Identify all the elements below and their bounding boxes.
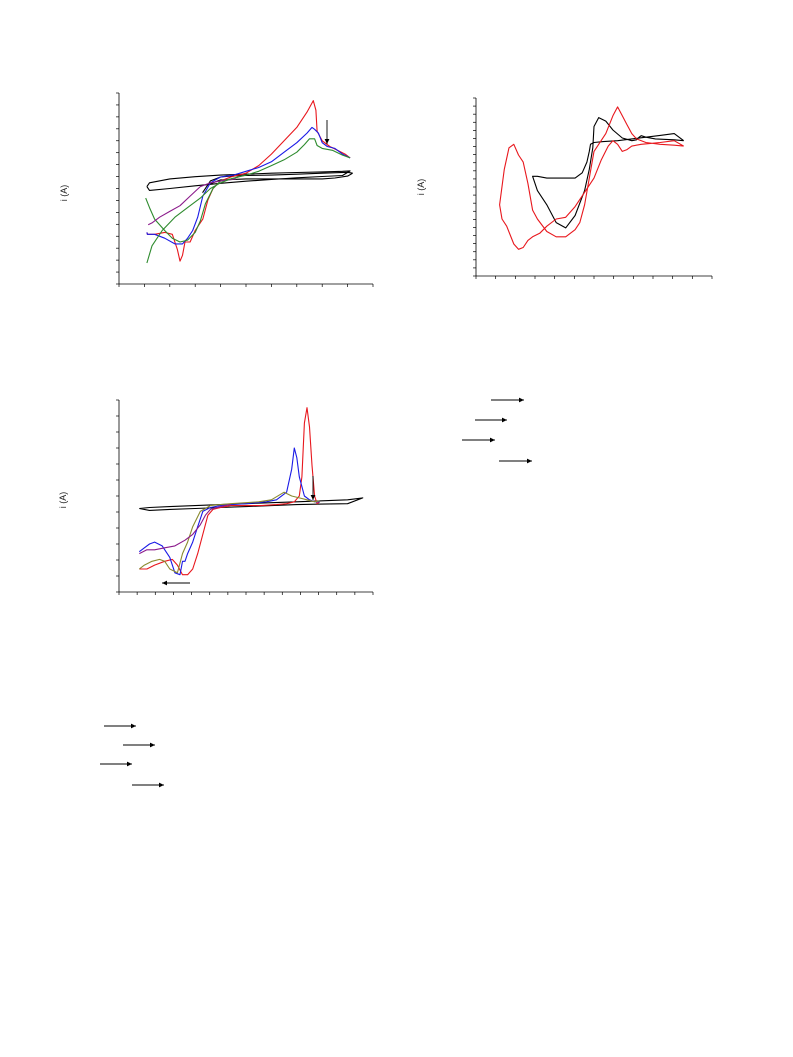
legend-arrow-4: [132, 782, 164, 788]
chart-top-left: [116, 92, 374, 287]
legend-arrow-3: [462, 437, 495, 443]
series-line-purple: [139, 504, 231, 555]
series-line-black: [139, 497, 364, 511]
legend-arrow-3: [100, 761, 132, 767]
down-arrow-chart-3: [310, 476, 316, 500]
legend-arrow-4: [499, 458, 532, 464]
series-line-black: [202, 171, 353, 193]
series-line-blue: [138, 447, 320, 576]
series-line-purple: [147, 178, 236, 226]
series-line-black: [532, 117, 685, 229]
y-axis-label-chart-3: i (A): [58, 492, 68, 509]
series-line-blue: [146, 126, 351, 245]
legend-arrow-2: [123, 742, 155, 748]
legend-arrow-1: [104, 723, 136, 729]
chart-annotations: [162, 120, 330, 586]
legend-arrows-top-right: [462, 397, 532, 464]
legend-arrow-1: [491, 397, 524, 403]
series-line-red: [499, 106, 684, 250]
legend-arrows-bottom-left: [100, 723, 164, 788]
series-line-green: [146, 176, 239, 264]
legend-arrow-2: [475, 417, 507, 423]
left-arrow-chart-3: [162, 580, 190, 586]
y-axis-label-chart-1: i (A): [59, 185, 69, 202]
series-line-olive: [138, 491, 320, 574]
y-axis-label-chart-2: i (A): [416, 179, 426, 196]
chart-top-right: [473, 97, 713, 279]
series-line-red: [139, 407, 321, 576]
series-line-green: [145, 138, 351, 243]
chart-middle-left: [116, 399, 374, 595]
down-arrow-chart-1: [324, 120, 330, 144]
